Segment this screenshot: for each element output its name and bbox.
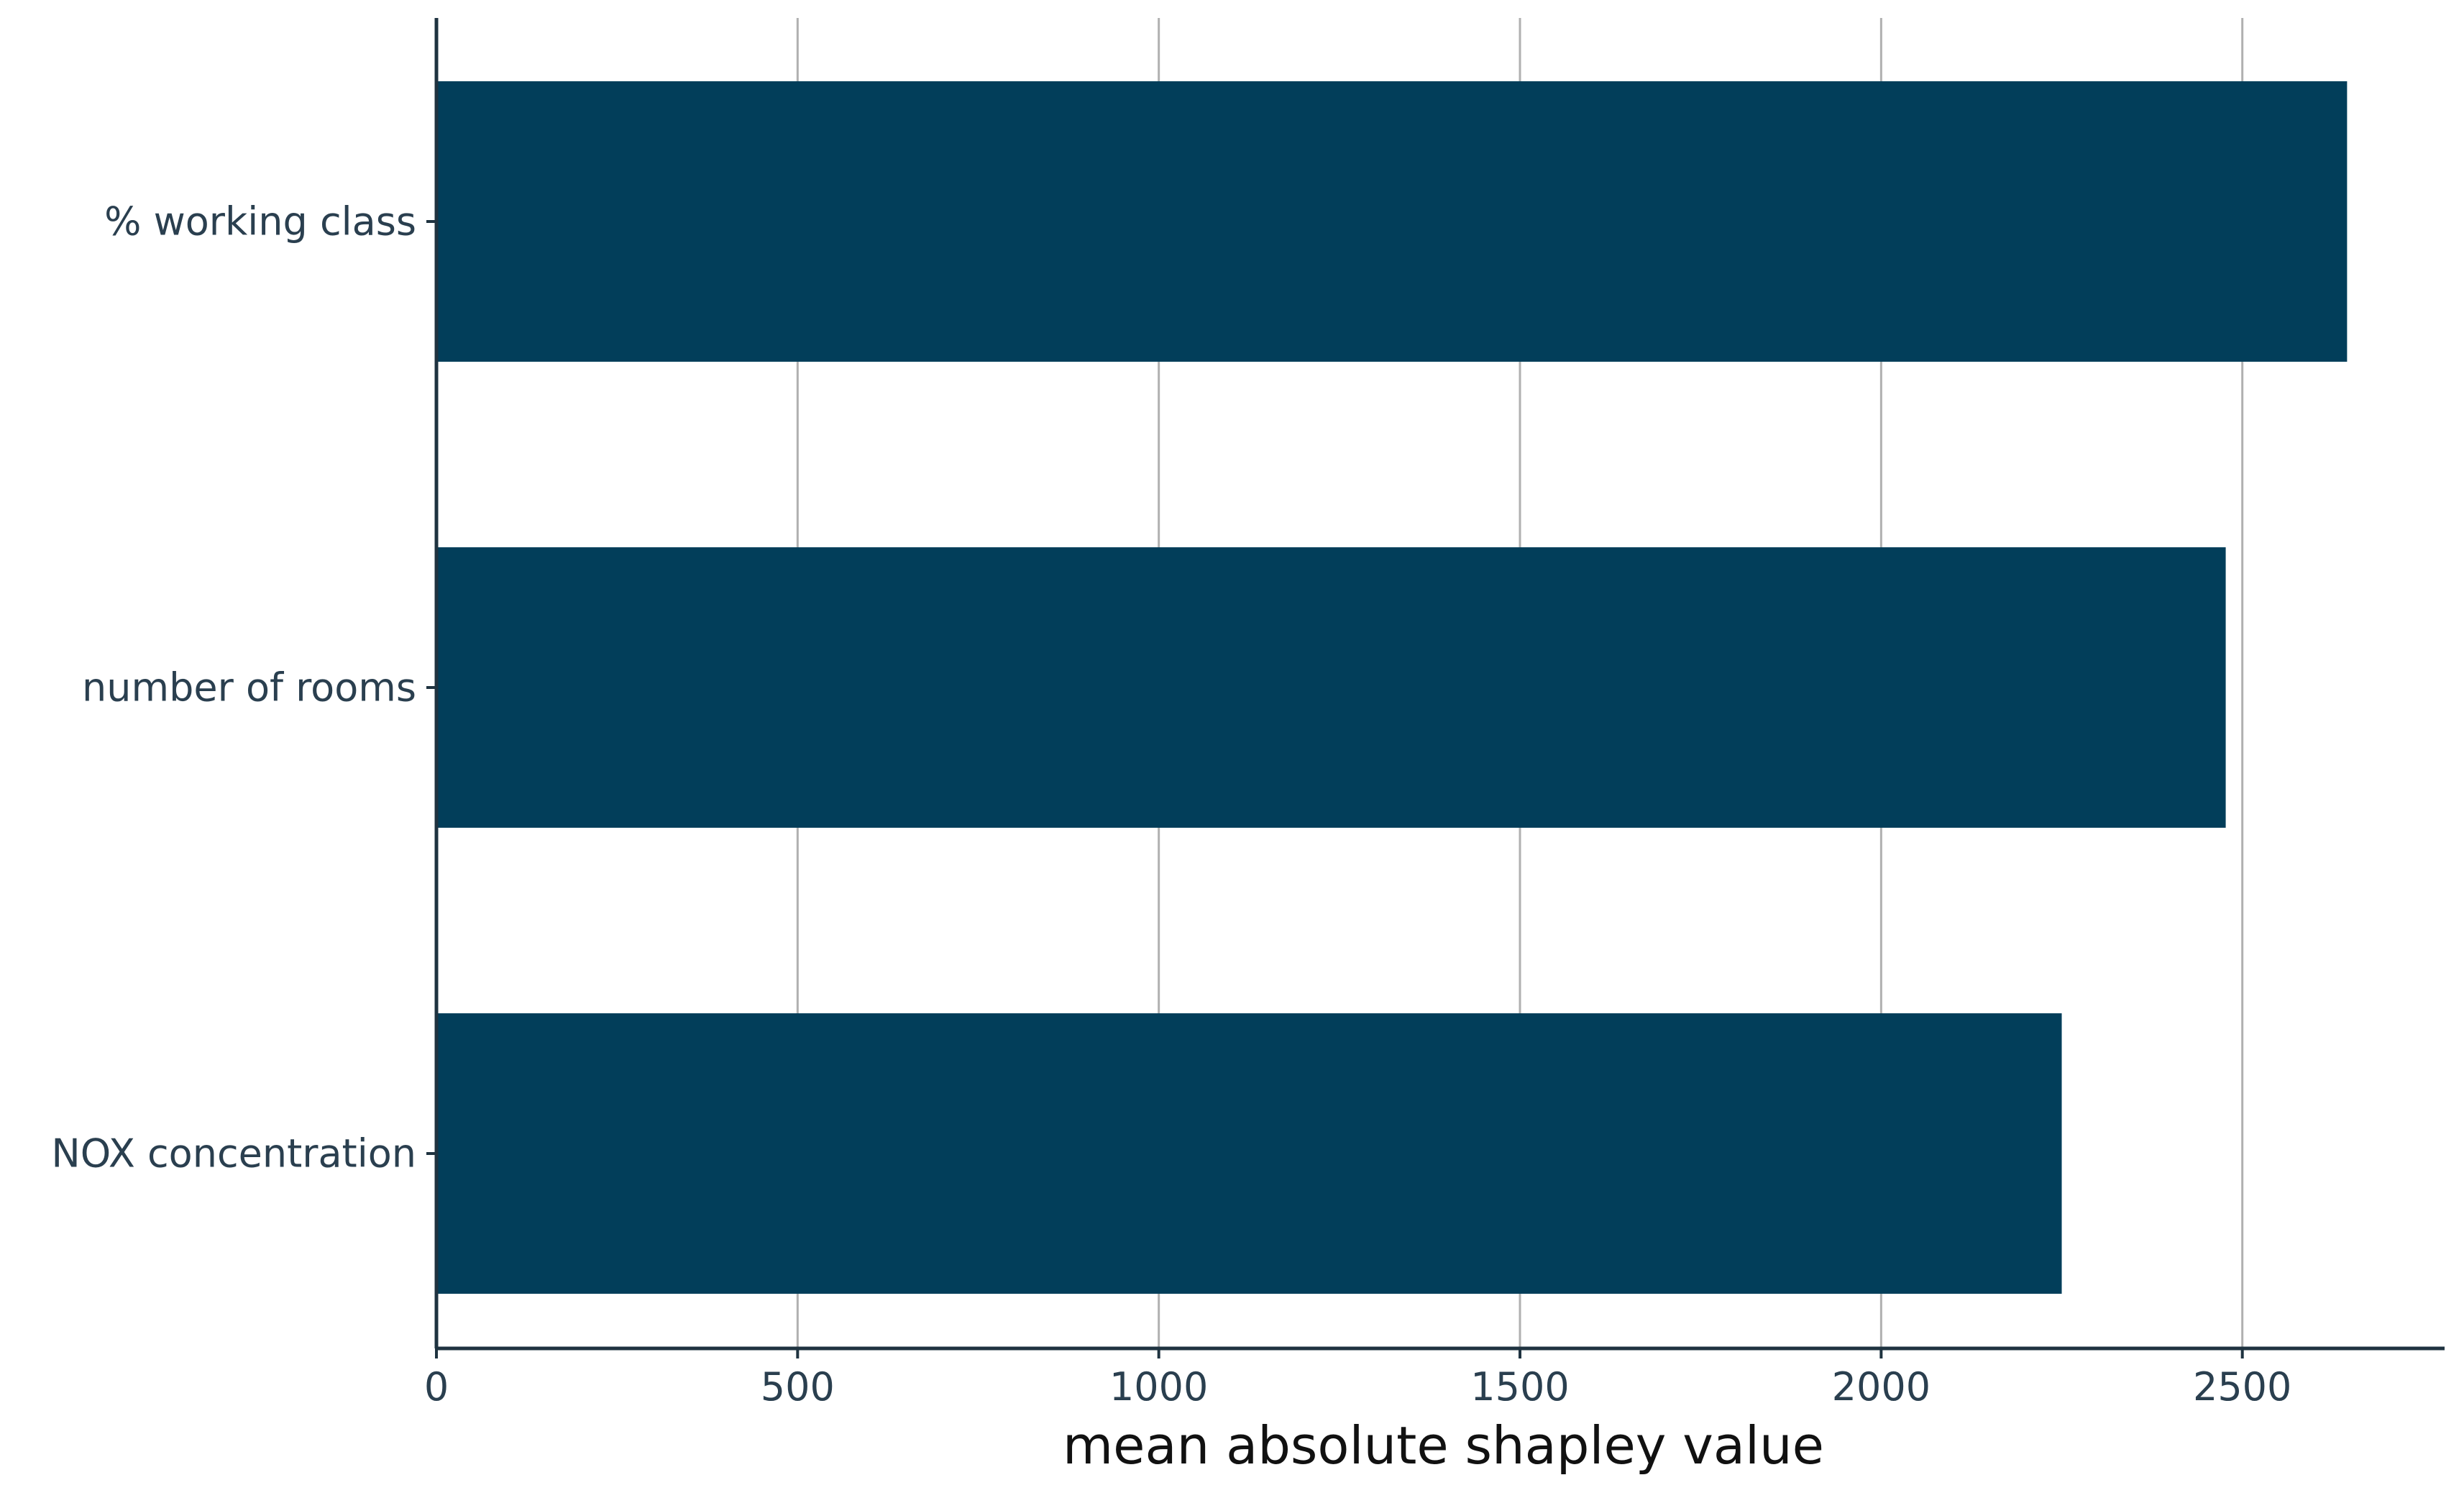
- x-tick-label-4: 2000: [1832, 1364, 1931, 1410]
- y-tick-label-1: number of rooms: [82, 665, 416, 711]
- y-axis-ticks: % working class number of rooms NOX concen…: [51, 199, 436, 1177]
- x-tick-label-0: 0: [424, 1364, 449, 1410]
- x-tick-label-1: 500: [761, 1364, 835, 1410]
- bars: [436, 81, 2348, 1294]
- y-tick-label-0: % working class: [104, 199, 416, 245]
- y-tick-label-2: NOX concentration: [51, 1131, 416, 1177]
- bar-0: [436, 81, 2348, 362]
- x-axis-ticks: 0 500 1000 1500 2000 2500: [424, 1348, 2291, 1410]
- x-axis-title: mean absolute shapley value: [1063, 1415, 1824, 1476]
- bar-2: [436, 1013, 2062, 1294]
- bar-1: [436, 547, 2226, 828]
- x-tick-label-3: 1500: [1470, 1364, 1569, 1410]
- x-tick-label-2: 1000: [1109, 1364, 1208, 1410]
- axes: [434, 18, 2445, 1351]
- x-tick-label-5: 2500: [2193, 1364, 2291, 1410]
